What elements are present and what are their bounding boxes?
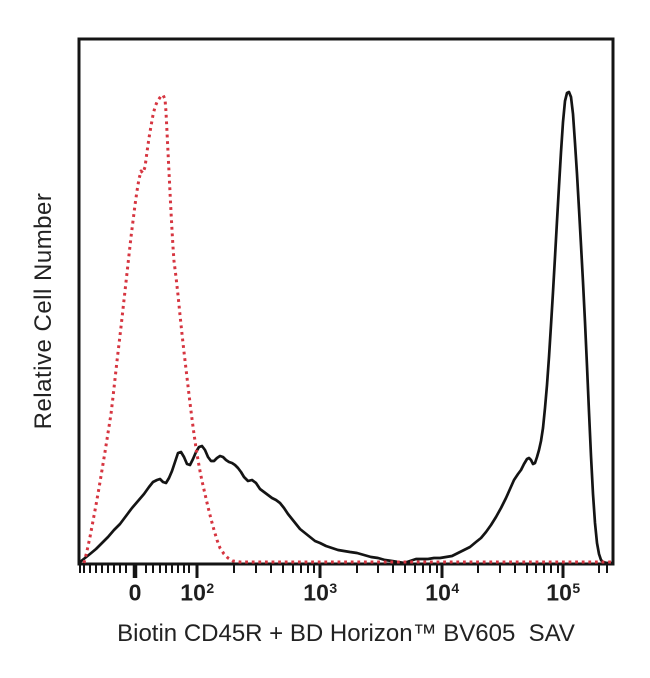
plot-border [77, 37, 615, 566]
x-tick-0-base: 0 [128, 579, 142, 606]
x-tick-3-exponent: 4 [451, 580, 460, 596]
stained-sample-curve [78, 90, 614, 565]
x-axis-ticks [79, 565, 608, 578]
x-tick-4-exponent: 5 [572, 580, 581, 596]
x-tick-1-exponent: 2 [206, 580, 215, 596]
x-tick-label-10e4: 104 [425, 579, 460, 606]
x-tick-label-10e5: 105 [546, 579, 581, 606]
x-tick-3-base: 10 [425, 579, 451, 606]
x-tick-2-exponent: 3 [329, 580, 338, 596]
x-tick-label-0: 0 [129, 580, 142, 605]
x-tick-label-10e2: 102 [180, 579, 215, 606]
x-tick-label-10e3: 103 [303, 579, 338, 606]
x-tick-4-base: 10 [546, 579, 572, 606]
negative-control-curve [82, 93, 611, 564]
y-axis-label: Relative Cell Number [30, 192, 57, 430]
x-tick-2-base: 10 [303, 579, 329, 606]
x-tick-1-base: 10 [180, 579, 206, 606]
x-axis-label: Biotin CD45R + BD Horizon™ BV605 SAV [117, 620, 575, 647]
